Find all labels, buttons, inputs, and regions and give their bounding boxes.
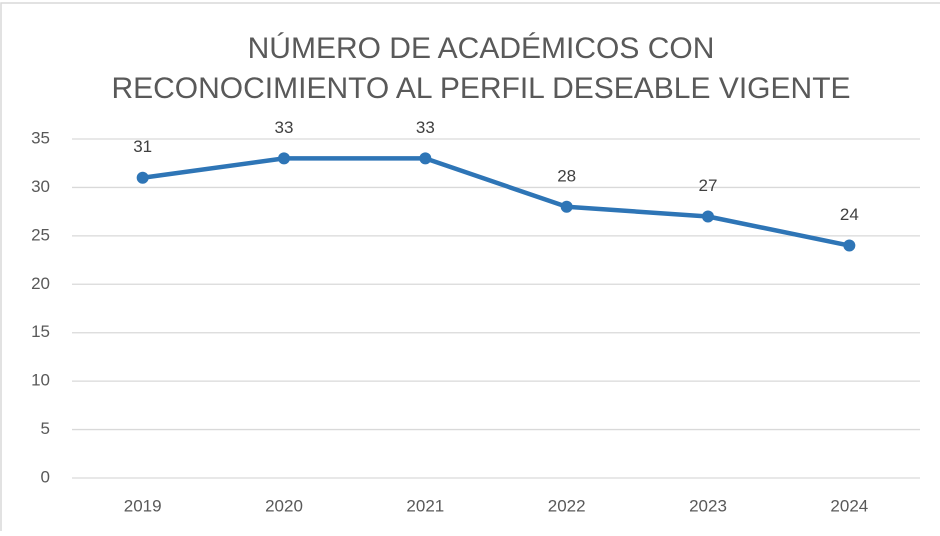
x-tick-label: 2023: [689, 496, 727, 515]
y-tick-label: 10: [31, 371, 50, 390]
x-tick-label: 2019: [124, 496, 162, 515]
x-tick-label: 2022: [548, 496, 586, 515]
x-tick-label: 2024: [830, 496, 868, 515]
x-tick-label: 2021: [406, 496, 444, 515]
y-tick-label: 15: [31, 322, 50, 341]
chart-title: NÚMERO DE ACADÉMICOS CON: [248, 32, 715, 65]
y-tick-label: 25: [31, 225, 50, 244]
data-label: 31: [133, 137, 152, 156]
point: [136, 171, 149, 184]
data-label: 24: [840, 205, 859, 224]
data-label: 33: [416, 118, 435, 137]
point: [702, 210, 714, 223]
data-label: 27: [699, 176, 718, 195]
point: [278, 152, 290, 165]
line: [142, 156, 850, 248]
chart-title: RECONOCIMIENTO AL PERFIL DESEABLE VIGENT…: [111, 72, 850, 105]
y-tick-label: 20: [31, 274, 50, 293]
point: [560, 200, 573, 213]
y-tick-label: 35: [31, 128, 50, 147]
point: [843, 239, 856, 252]
point: [419, 152, 432, 165]
data-label: 33: [275, 118, 294, 137]
y-tick-label: 5: [41, 419, 50, 438]
data-label: 28: [557, 166, 576, 185]
y-tick-label: 0: [41, 467, 50, 486]
y-tick-label: 30: [31, 177, 50, 196]
x-tick-label: 2020: [265, 496, 303, 515]
